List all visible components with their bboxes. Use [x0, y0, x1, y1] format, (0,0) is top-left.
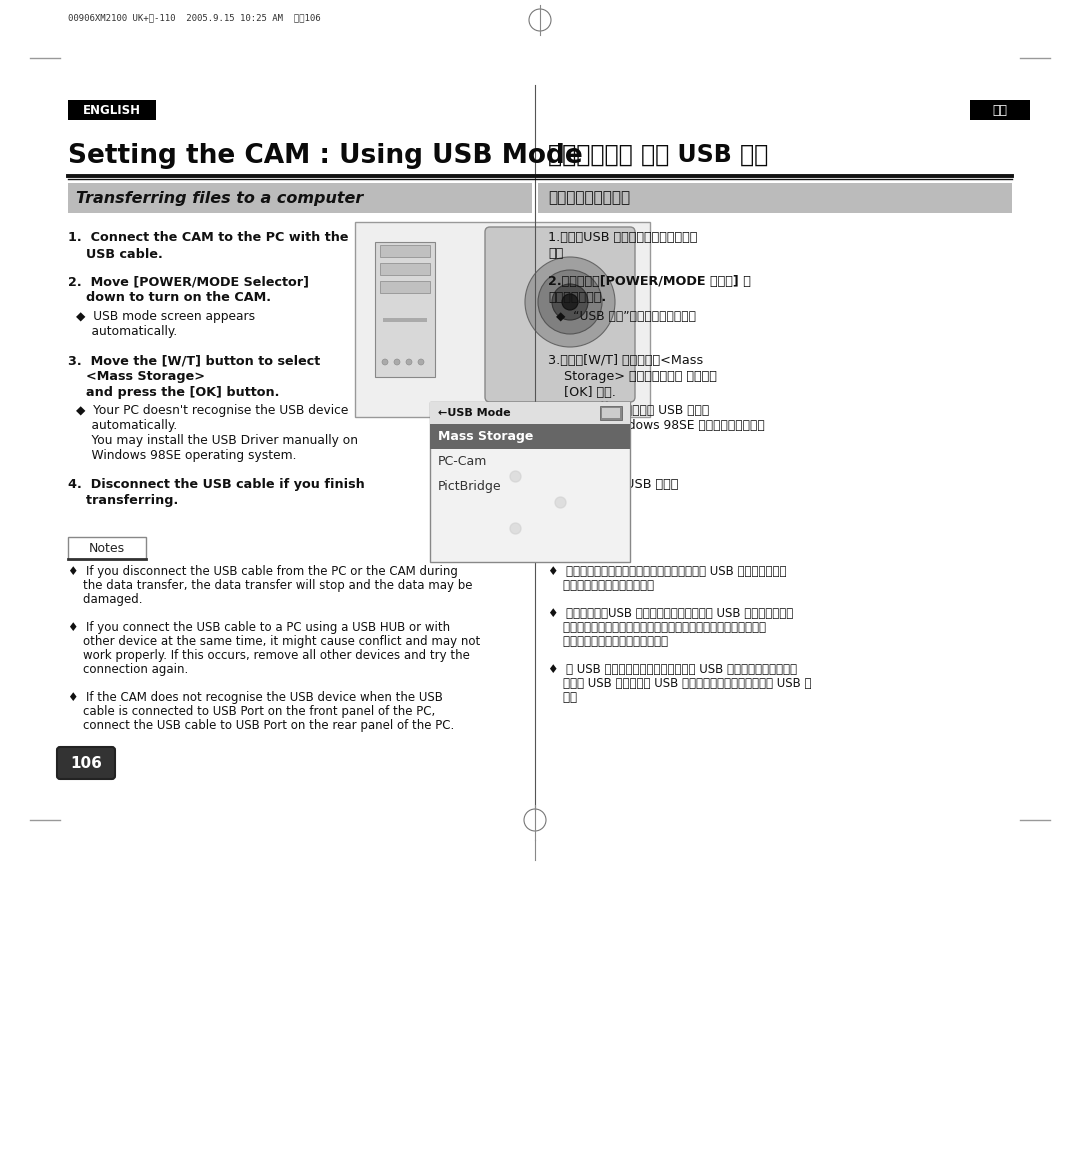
- Bar: [538, 537, 596, 559]
- Text: USB 设备。: USB 设备。: [556, 434, 623, 447]
- Text: 打开摄像机电源.: 打开摄像机电源.: [548, 291, 606, 304]
- Text: Windows 98SE operating system.: Windows 98SE operating system.: [76, 449, 297, 462]
- Bar: [68, 183, 532, 213]
- Text: 1.　使用USB 电缆将摄像机连接至计算: 1. 使用USB 电缆将摄像机连接至计算: [548, 231, 698, 244]
- Text: 3.  Move the [W/T] button to select: 3. Move the [W/T] button to select: [68, 354, 321, 368]
- Bar: [970, 100, 1030, 120]
- Circle shape: [418, 359, 424, 365]
- Text: down to turn on the CAM.: down to turn on the CAM.: [68, 291, 271, 304]
- FancyBboxPatch shape: [57, 747, 114, 779]
- Text: 106: 106: [70, 756, 102, 771]
- Text: ◆  您的计算机不会自动识别 USB 设备。: ◆ 您的计算机不会自动识别 USB 设备。: [556, 404, 710, 418]
- Text: 3.　移动[W/T] 按钒以选择<Mass: 3. 移动[W/T] 按钒以选择<Mass: [548, 354, 703, 368]
- Bar: [68, 100, 156, 120]
- Bar: [375, 242, 435, 377]
- Text: 将文件传输至计算机: 将文件传输至计算机: [548, 191, 630, 206]
- Text: cable is connected to USB Port on the front panel of the PC,: cable is connected to USB Port on the fr…: [68, 705, 435, 718]
- Bar: [430, 402, 630, 562]
- Text: Setting the CAM : Using USB Mode: Setting the CAM : Using USB Mode: [68, 143, 583, 169]
- Bar: [430, 402, 630, 424]
- Text: connect the USB cable to USB Port on the rear panel of the PC.: connect the USB cable to USB Port on the…: [68, 719, 455, 732]
- Text: transferring.: transferring.: [68, 494, 178, 507]
- Text: other device at the same time, it might cause conflict and may not: other device at the same time, it might …: [68, 635, 481, 648]
- Text: work properly. If this occurs, remove all other devices and try the: work properly. If this occurs, remove al…: [68, 649, 470, 662]
- Text: 将会停止且数据可能会损坏。: 将会停止且数据可能会损坏。: [548, 579, 654, 592]
- Bar: [380, 245, 430, 257]
- Text: <Mass Storage>: <Mass Storage>: [68, 370, 205, 383]
- Bar: [380, 263, 430, 274]
- Circle shape: [382, 359, 388, 365]
- Bar: [68, 537, 146, 559]
- Text: ◆  Your PC doesn't recognise the USB device: ◆ Your PC doesn't recognise the USB devi…: [76, 404, 349, 418]
- Bar: [355, 222, 650, 418]
- Circle shape: [538, 270, 602, 334]
- Bar: [383, 317, 427, 322]
- Text: 2.  Move [POWER/MODE Selector]: 2. Move [POWER/MODE Selector]: [68, 274, 309, 288]
- Text: USB: USB: [594, 409, 617, 419]
- Text: 00906XM2100 UK+秒-110  2005.9.15 10:25 AM  页面106: 00906XM2100 UK+秒-110 2005.9.15 10:25 AM …: [68, 14, 321, 22]
- Text: Storage> （大容量存储） 然后按下: Storage> （大容量存储） 然后按下: [548, 370, 717, 383]
- Text: ♥: ♥: [599, 401, 610, 414]
- Text: and press the [OK] button.: and press the [OK] button.: [68, 386, 280, 399]
- Text: Transferring files to a computer: Transferring files to a computer: [76, 191, 363, 206]
- Circle shape: [394, 359, 400, 365]
- Text: 机。: 机。: [548, 247, 564, 261]
- Bar: [602, 408, 620, 418]
- Text: ♦  If you disconnect the USB cable from the PC or the CAM during: ♦ If you disconnect the USB cable from t…: [68, 565, 458, 578]
- Text: [OK] 按钒.: [OK] 按钒.: [548, 386, 616, 399]
- Text: ♦  如果您在数据传输期间从计算机或摄像机拔下 USB 电缆，数据传输: ♦ 如果您在数据传输期间从计算机或摄像机拔下 USB 电缆，数据传输: [548, 565, 786, 578]
- Text: ENGLISH: ENGLISH: [83, 104, 141, 116]
- Text: Notes: Notes: [89, 542, 125, 555]
- Text: ♦  如果您在连接USB 电缆至计算机时同时使用 USB 集线器或其他设: ♦ 如果您在连接USB 电缆至计算机时同时使用 USB 集线器或其他设: [548, 607, 793, 620]
- Text: 设置摄像机： 使用 USB 模式: 设置摄像机： 使用 USB 模式: [548, 143, 768, 167]
- Text: 注意: 注意: [559, 542, 575, 555]
- Bar: [430, 424, 630, 449]
- Bar: [538, 183, 1012, 213]
- Text: Mass Storage: Mass Storage: [438, 430, 534, 443]
- Text: ♦  If the CAM does not recognise the USB device when the USB: ♦ If the CAM does not recognise the USB …: [68, 691, 443, 704]
- Text: 中文: 中文: [993, 104, 1008, 116]
- Text: 您可以在 Windows 98SE 操作系统上手动安装: 您可以在 Windows 98SE 操作系统上手动安装: [556, 419, 765, 431]
- Circle shape: [552, 284, 588, 320]
- Text: the data transfer, the data transfer will stop and the data may be: the data transfer, the data transfer wil…: [68, 579, 473, 592]
- Text: PC-Cam: PC-Cam: [438, 455, 487, 468]
- Text: ◆  “USB 模式”屏幕将会自动显示。: ◆ “USB 模式”屏幕将会自动显示。: [556, 311, 696, 323]
- FancyBboxPatch shape: [485, 227, 635, 402]
- Text: PictBridge: PictBridge: [438, 480, 501, 493]
- Bar: [380, 281, 430, 293]
- Text: USB cable.: USB cable.: [68, 248, 163, 261]
- Text: 4.  Disconnect the USB cable if you finish: 4. Disconnect the USB cable if you finis…: [68, 478, 365, 491]
- Circle shape: [525, 257, 615, 347]
- Text: 下所有其他设备然后再次试连接。: 下所有其他设备然后再次试连接。: [548, 635, 669, 648]
- Text: 2.　向下移动[POWER/MODE 选择器] 以: 2. 向下移动[POWER/MODE 选择器] 以: [548, 274, 751, 288]
- Text: 口。: 口。: [548, 691, 577, 704]
- Text: 备，将可能会导致冲突且可能无法正确操作。如果发生此情况，却: 备，将可能会导致冲突且可能无法正确操作。如果发生此情况，却: [548, 621, 766, 634]
- Circle shape: [562, 294, 578, 311]
- Text: 4.　完成传输后拔下 USB 电缆。: 4. 完成传输后拔下 USB 电缆。: [548, 478, 678, 491]
- Text: You may install the USB Driver manually on: You may install the USB Driver manually …: [76, 434, 357, 447]
- Text: ←USB Mode: ←USB Mode: [438, 408, 511, 418]
- Text: 1.  Connect the CAM to the PC with the: 1. Connect the CAM to the PC with the: [68, 231, 349, 244]
- Text: connection again.: connection again.: [68, 663, 188, 676]
- Text: ♦  将 USB 电缆连接至计算机前面板上的 USB 端口时，如果摄像机无: ♦ 将 USB 电缆连接至计算机前面板上的 USB 端口时，如果摄像机无: [548, 663, 797, 676]
- Bar: [600, 406, 622, 420]
- Circle shape: [406, 359, 411, 365]
- Text: automatically.: automatically.: [76, 324, 177, 338]
- Text: automatically.: automatically.: [76, 419, 177, 431]
- Text: 法识别 USB 设备，请将 USB 电缆连接至计算机后面板上的 USB 端: 法识别 USB 设备，请将 USB 电缆连接至计算机后面板上的 USB 端: [548, 677, 811, 690]
- Text: ◆  USB mode screen appears: ◆ USB mode screen appears: [76, 311, 255, 323]
- Text: damaged.: damaged.: [68, 593, 143, 606]
- Text: ♦  If you connect the USB cable to a PC using a USB HUB or with: ♦ If you connect the USB cable to a PC u…: [68, 621, 450, 634]
